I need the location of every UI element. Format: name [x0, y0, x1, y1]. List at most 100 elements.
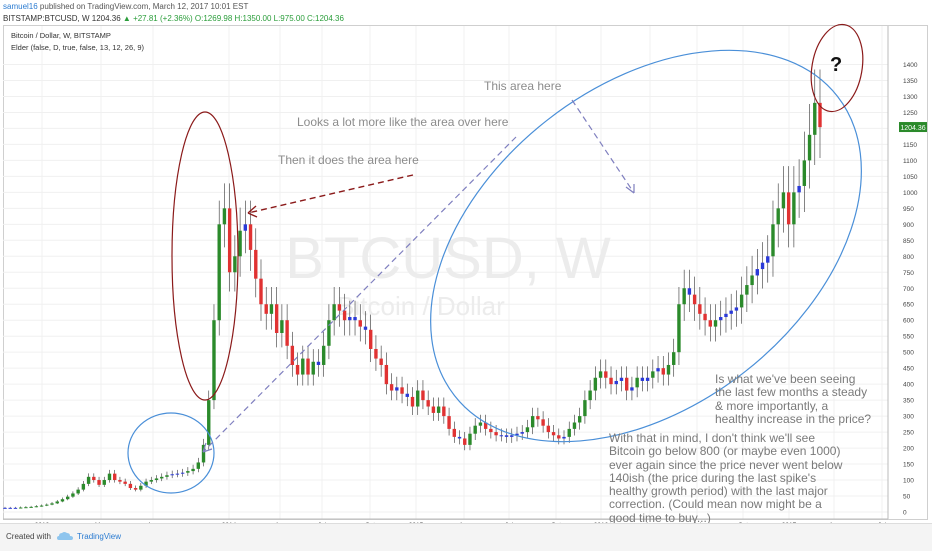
candle-body	[165, 475, 169, 477]
price-change: ▲ +27.81 (+2.36%)	[122, 14, 193, 23]
candle-body	[65, 496, 70, 500]
x-tick-label: Jul	[878, 522, 887, 523]
candle-body	[786, 192, 791, 225]
candle-body	[201, 444, 206, 463]
candle-body	[473, 425, 477, 434]
tradingview-link[interactable]: TradingView	[77, 532, 122, 541]
candle-body	[724, 313, 728, 318]
candle-body	[489, 428, 493, 433]
x-tick-label: Apr	[275, 522, 286, 523]
last-price-badge	[899, 122, 927, 133]
candle-body	[651, 371, 655, 378]
y-tick-label: 0	[903, 510, 907, 517]
candle-body	[311, 361, 315, 375]
candle-body	[562, 436, 566, 439]
candle-body	[222, 208, 227, 225]
y-tick-label: 450	[903, 366, 914, 373]
x-tick-label: 2015	[409, 522, 424, 523]
candle-body	[45, 504, 49, 506]
x-tick-label: Apr	[459, 522, 470, 523]
x-tick-label: Jul	[505, 522, 514, 523]
y-tick-label: 1000	[903, 190, 918, 197]
candle-body	[745, 285, 749, 295]
arrow-blue-short	[571, 99, 635, 194]
candle-body	[708, 320, 712, 327]
candle-body	[118, 480, 122, 482]
ellipse-2013-base	[127, 412, 215, 494]
candle-body	[593, 377, 598, 391]
candle-body	[170, 474, 174, 476]
note-line: Is what we've been seeing	[715, 372, 856, 386]
candle-body	[567, 428, 571, 437]
y-tick-label: 750	[903, 270, 914, 277]
candle-body	[813, 102, 817, 135]
candle-body	[400, 387, 404, 394]
candle-body	[755, 269, 760, 276]
candle-body	[698, 304, 702, 314]
x-tick-label: May	[95, 522, 108, 523]
y-tick-label: 700	[903, 286, 914, 293]
note-question: Is what we've been seeing the last few m…	[715, 372, 871, 426]
x-tick-label: 2017	[782, 522, 797, 523]
question-mark: ?	[830, 54, 842, 76]
y-tick-label: 950	[903, 206, 914, 213]
candle-body	[196, 462, 200, 469]
ohlc-values: O:1269.98 H:1350.00 L:975.00 C:1204.36	[194, 14, 344, 23]
candle-body	[818, 102, 822, 128]
candle-body	[416, 390, 420, 407]
candle-body	[750, 275, 754, 286]
candle-body	[301, 358, 305, 375]
candle-body	[792, 192, 796, 225]
candle-body	[530, 416, 535, 428]
y-tick-label: 50	[903, 494, 911, 501]
y-tick-label: 150	[903, 462, 914, 469]
watermark-name: Bitcoin / Dollar	[337, 291, 505, 321]
candle-body	[86, 476, 91, 484]
y-tick-label: 250	[903, 430, 914, 437]
watermark-symbol: BTCUSD, W	[285, 226, 611, 291]
x-tick-label: 2014	[222, 522, 237, 523]
candle-body	[50, 503, 54, 505]
y-tick-label: 400	[903, 382, 914, 389]
note-line: ever again since the price never went be…	[609, 457, 843, 472]
x-tick-label: Oct	[551, 522, 561, 523]
candle-body	[264, 304, 268, 314]
note-conclusion: With that in mind, I don't think we'll s…	[609, 431, 843, 525]
candle-body	[337, 304, 342, 311]
y-tick-label: 200	[903, 446, 914, 453]
price-chart[interactable]: 1400135013001250120011501100105010009509…	[0, 0, 932, 523]
candle-body	[363, 326, 368, 330]
publish-header: samuel16 published on TradingView.com, M…	[3, 2, 248, 11]
candle-body	[672, 352, 676, 365]
y-tick-label: 850	[903, 238, 914, 245]
candle-body	[149, 480, 153, 482]
candle-body	[604, 371, 608, 378]
note-line: Bitcoin go below 800 (or maybe even 1000…	[609, 444, 841, 459]
candle-body	[640, 377, 645, 381]
candle-body	[682, 288, 686, 305]
candle-body	[614, 380, 618, 385]
candle-body	[123, 481, 127, 484]
arrow-blue-head	[202, 442, 213, 453]
y-tick-label: 500	[903, 350, 914, 357]
candle-body	[76, 489, 80, 494]
candle-body	[619, 377, 624, 381]
candle-body	[384, 364, 389, 385]
series-legend: Bitcoin / Dollar, W, BITSTAMP	[11, 31, 111, 40]
candle-body	[734, 307, 739, 311]
author-link[interactable]: samuel16	[3, 2, 38, 11]
candle-body	[666, 364, 671, 375]
candle-body	[144, 481, 148, 486]
candle-body	[551, 432, 556, 436]
symbol-label: BITSTAMP:BTCUSD, W	[3, 14, 90, 23]
candle-body	[447, 416, 451, 429]
y-tick-label: 1400	[903, 62, 918, 69]
candle-body	[191, 468, 195, 472]
last-price-label: 1204.36	[900, 125, 925, 132]
candle-body	[525, 427, 530, 433]
candle-body	[452, 428, 456, 437]
y-tick-label: 800	[903, 254, 914, 261]
candle-body	[233, 256, 237, 273]
candle-body	[583, 400, 587, 417]
arrow-red-head	[247, 205, 258, 218]
